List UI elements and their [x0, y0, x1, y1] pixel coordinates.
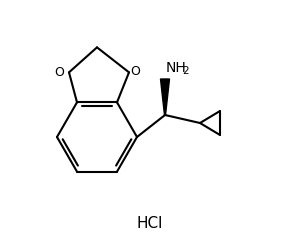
Text: HCl: HCl [137, 216, 163, 231]
Text: NH: NH [166, 61, 187, 75]
Text: O: O [54, 66, 64, 79]
Text: O: O [130, 65, 140, 78]
Polygon shape [160, 79, 169, 115]
Text: 2: 2 [182, 66, 189, 76]
